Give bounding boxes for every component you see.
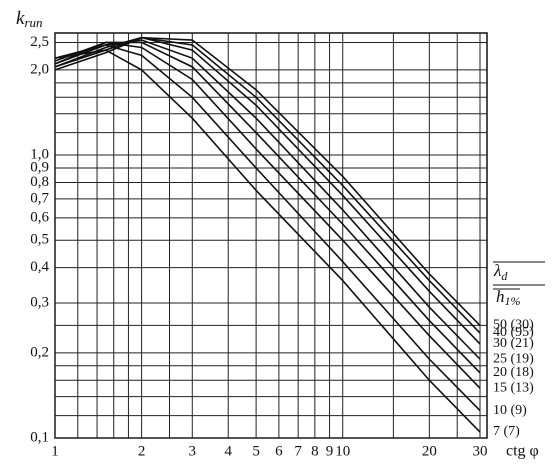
curve xyxy=(54,36,481,334)
legend-label: 30 (21) xyxy=(493,336,534,351)
curve xyxy=(54,49,481,433)
y-tick-label: 0,2 xyxy=(30,344,49,360)
legend-label: 7 (7) xyxy=(493,424,520,439)
x-tick-label: 5 xyxy=(252,443,260,459)
y-tick-label: 0,3 xyxy=(30,294,49,310)
legend-numerator: λd xyxy=(493,261,508,283)
y-tick-label: 0,7 xyxy=(30,190,49,206)
x-tick-label: 2 xyxy=(138,443,146,459)
plot-frame xyxy=(54,32,488,439)
curve xyxy=(54,41,481,389)
y-label-sub: run xyxy=(24,15,42,30)
y-tick-label: 0,9 xyxy=(30,159,49,175)
x-tick-label: 30 xyxy=(473,443,488,459)
y-label-main: k xyxy=(16,8,25,29)
x-tick-label: 1 xyxy=(51,443,59,459)
y-tick-label: 0,4 xyxy=(30,259,49,275)
y-tick-label: 1,0 xyxy=(30,146,49,162)
legend-label: 10 (9) xyxy=(493,403,527,418)
legend-label: 50 (30) xyxy=(493,318,534,333)
legend-den-sub: 1% xyxy=(505,294,521,308)
legend-label: 25 (19) xyxy=(493,351,534,366)
y-tick-label: 2,0 xyxy=(30,61,49,77)
legend-denominator: h1% xyxy=(496,287,521,308)
x-axis-label: ctg φ xyxy=(506,443,539,460)
y-tick-label: 0,8 xyxy=(30,174,49,190)
curve xyxy=(54,36,481,326)
y-tick-label: 0,1 xyxy=(30,429,49,445)
x-tick-label: 4 xyxy=(224,443,232,459)
legend-label: 40 (95) xyxy=(493,325,534,340)
y-tick-label: 0,6 xyxy=(30,209,49,225)
legend-num-main: λ xyxy=(493,261,501,280)
curve xyxy=(54,39,481,360)
x-tick-label: 3 xyxy=(189,443,197,459)
curve xyxy=(54,44,481,412)
x-tick-label: 8 xyxy=(311,443,319,459)
x-tick-label: 9 xyxy=(326,443,334,459)
legend-label: 15 (13) xyxy=(493,380,534,395)
legend-label: 20 (18) xyxy=(493,365,534,380)
legend-num-sub: d xyxy=(501,269,508,283)
y-tick-label: 0,5 xyxy=(30,232,49,248)
legend-den-main: h xyxy=(496,287,505,306)
y-axis-label: krun xyxy=(16,8,43,30)
y-tick-label: 2,5 xyxy=(30,34,49,50)
x-tick-label: 7 xyxy=(294,443,302,459)
x-tick-label: 10 xyxy=(335,443,350,459)
x-tick-label: 20 xyxy=(422,443,437,459)
x-tick-label: 6 xyxy=(275,443,283,459)
curve xyxy=(54,41,481,374)
curve xyxy=(54,36,481,345)
